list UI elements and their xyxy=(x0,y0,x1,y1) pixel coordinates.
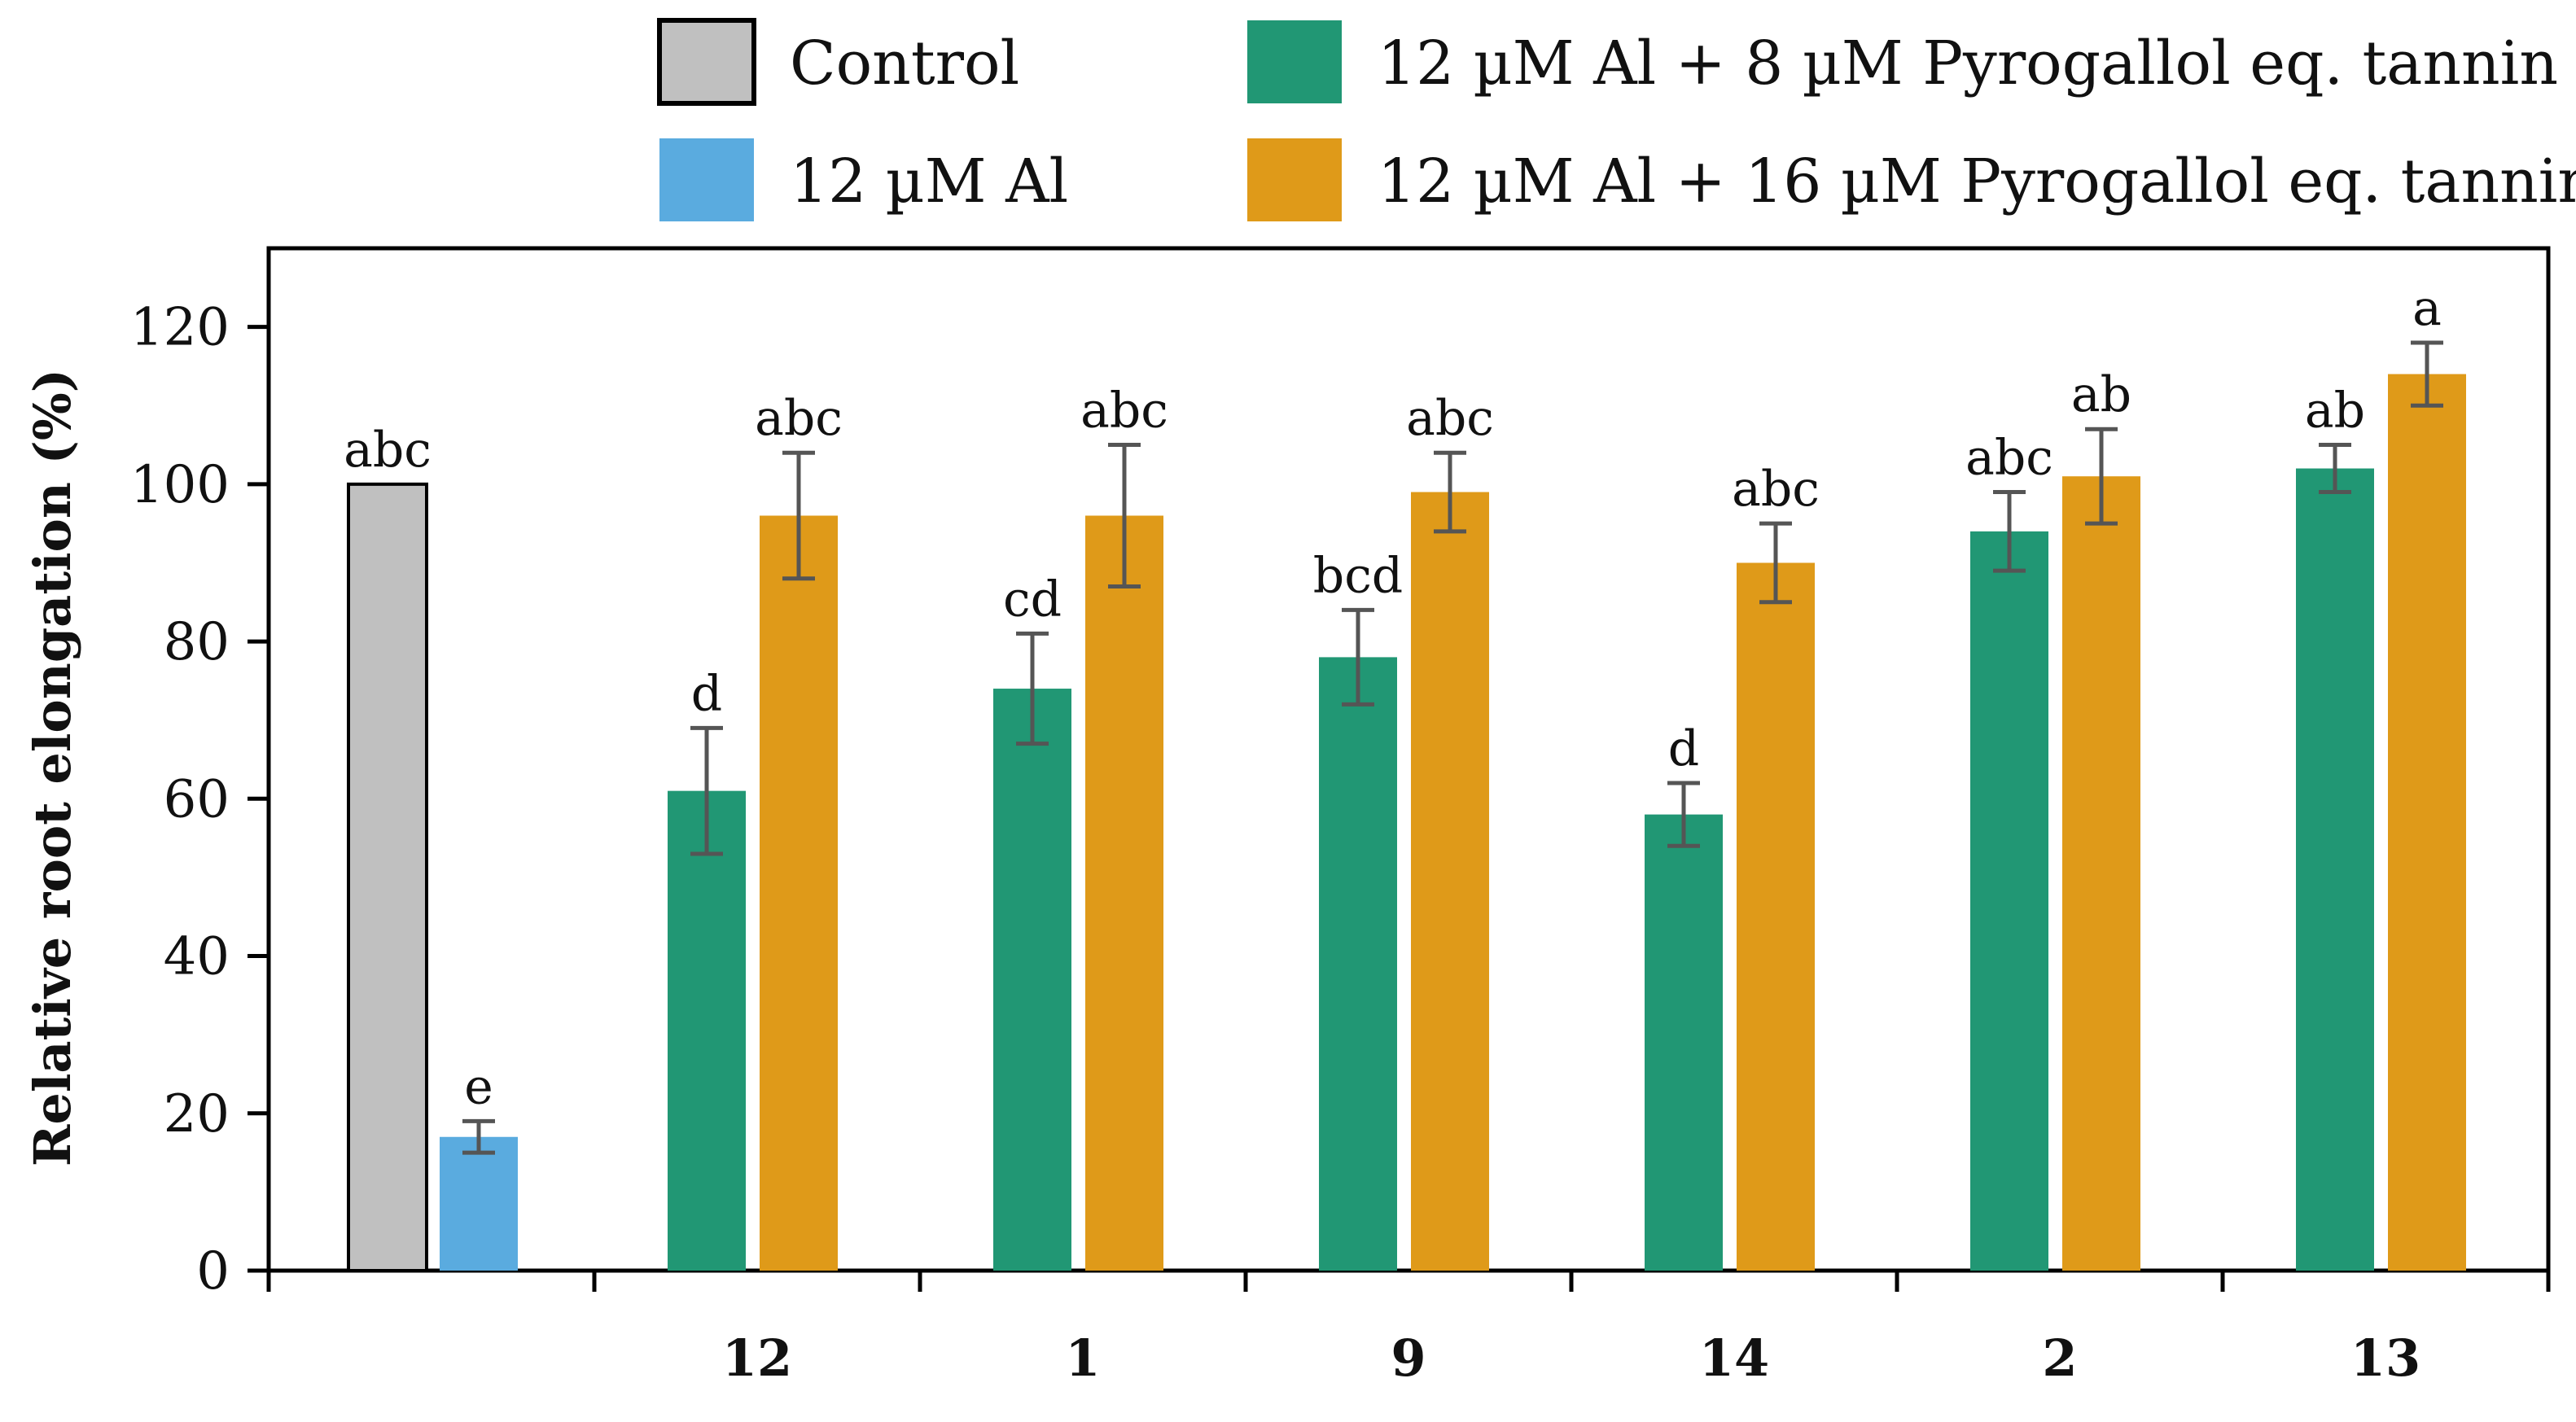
y-tick-label: 60 xyxy=(164,769,230,829)
significance-label: ab xyxy=(2305,383,2365,440)
significance-label: abc xyxy=(1080,383,1168,440)
significance-label: abc xyxy=(1732,461,1820,518)
x-tick-label: 13 xyxy=(2350,1328,2420,1388)
significance-label: abc xyxy=(755,390,843,447)
significance-label: bcd xyxy=(1313,547,1403,604)
x-tick-label: 2 xyxy=(2042,1328,2077,1388)
legend-label: Control xyxy=(790,28,1019,98)
significance-label: d xyxy=(691,665,722,722)
bar-16uM-tannin xyxy=(1085,515,1163,1271)
y-tick-label: 80 xyxy=(164,612,230,672)
bars xyxy=(347,374,2466,1272)
x-tick-label: 14 xyxy=(1699,1328,1769,1388)
legend: Control 12 µM Al 12 µM Al + 8 µM Pyrogallo… xyxy=(657,18,2576,221)
significance-label: e xyxy=(464,1058,493,1115)
significance-label: abc xyxy=(1965,430,2053,487)
legend-swatch xyxy=(657,18,756,106)
legend-swatch xyxy=(1247,138,1342,221)
significance-label: cd xyxy=(1003,571,1062,628)
bar-16uM-tannin xyxy=(760,515,838,1271)
y-tick-label: 40 xyxy=(164,927,230,987)
bar-8uM-tannin xyxy=(1645,814,1723,1271)
y-tick-label: 120 xyxy=(130,298,230,358)
bar-8uM-tannin xyxy=(668,790,746,1271)
bar-8uM-tannin xyxy=(1970,531,2048,1271)
error-bars xyxy=(462,340,2443,1155)
legend-label: 12 µM Al xyxy=(790,147,1068,217)
significance-label: a xyxy=(2412,280,2442,337)
legend-label: 12 µM Al + 16 µM Pyrogallol eq. tannin xyxy=(1378,147,2576,217)
bar-16uM-tannin xyxy=(1411,492,1489,1271)
bar-16uM-tannin xyxy=(2388,374,2466,1271)
significance-label: ab xyxy=(2071,366,2131,423)
x-tick-label: 1 xyxy=(1065,1328,1100,1388)
x-tick-label: 12 xyxy=(722,1328,792,1388)
y-tick-label: 20 xyxy=(164,1084,230,1144)
axes: 0 20 40 60 80 100 120 Relative root elongation … xyxy=(23,246,2551,1388)
bar-16uM-tannin xyxy=(1737,562,1815,1271)
significance-label: abc xyxy=(344,422,432,479)
legend-swatch xyxy=(659,138,754,221)
legend-label: 12 µM Al + 8 µM Pyrogallol eq. tannin xyxy=(1378,28,2558,98)
bar-16uM-tannin xyxy=(2062,476,2140,1271)
significance-label: d xyxy=(1668,720,1699,777)
bar-8uM-tannin xyxy=(2296,468,2374,1271)
bar-8uM-tannin xyxy=(993,689,1071,1271)
significance-label: abc xyxy=(1406,390,1494,447)
legend-swatch xyxy=(1247,20,1342,103)
control-bar xyxy=(347,482,428,1272)
y-axis-label: Relative root elongation (%) xyxy=(23,369,82,1166)
plot-frame xyxy=(266,246,2551,1273)
y-tick-label: 100 xyxy=(130,455,230,515)
aluminium-bar xyxy=(440,1136,518,1271)
bar-8uM-tannin xyxy=(1319,657,1397,1271)
x-tick-label: 9 xyxy=(1391,1328,1426,1388)
y-tick-label: 0 xyxy=(196,1241,230,1302)
